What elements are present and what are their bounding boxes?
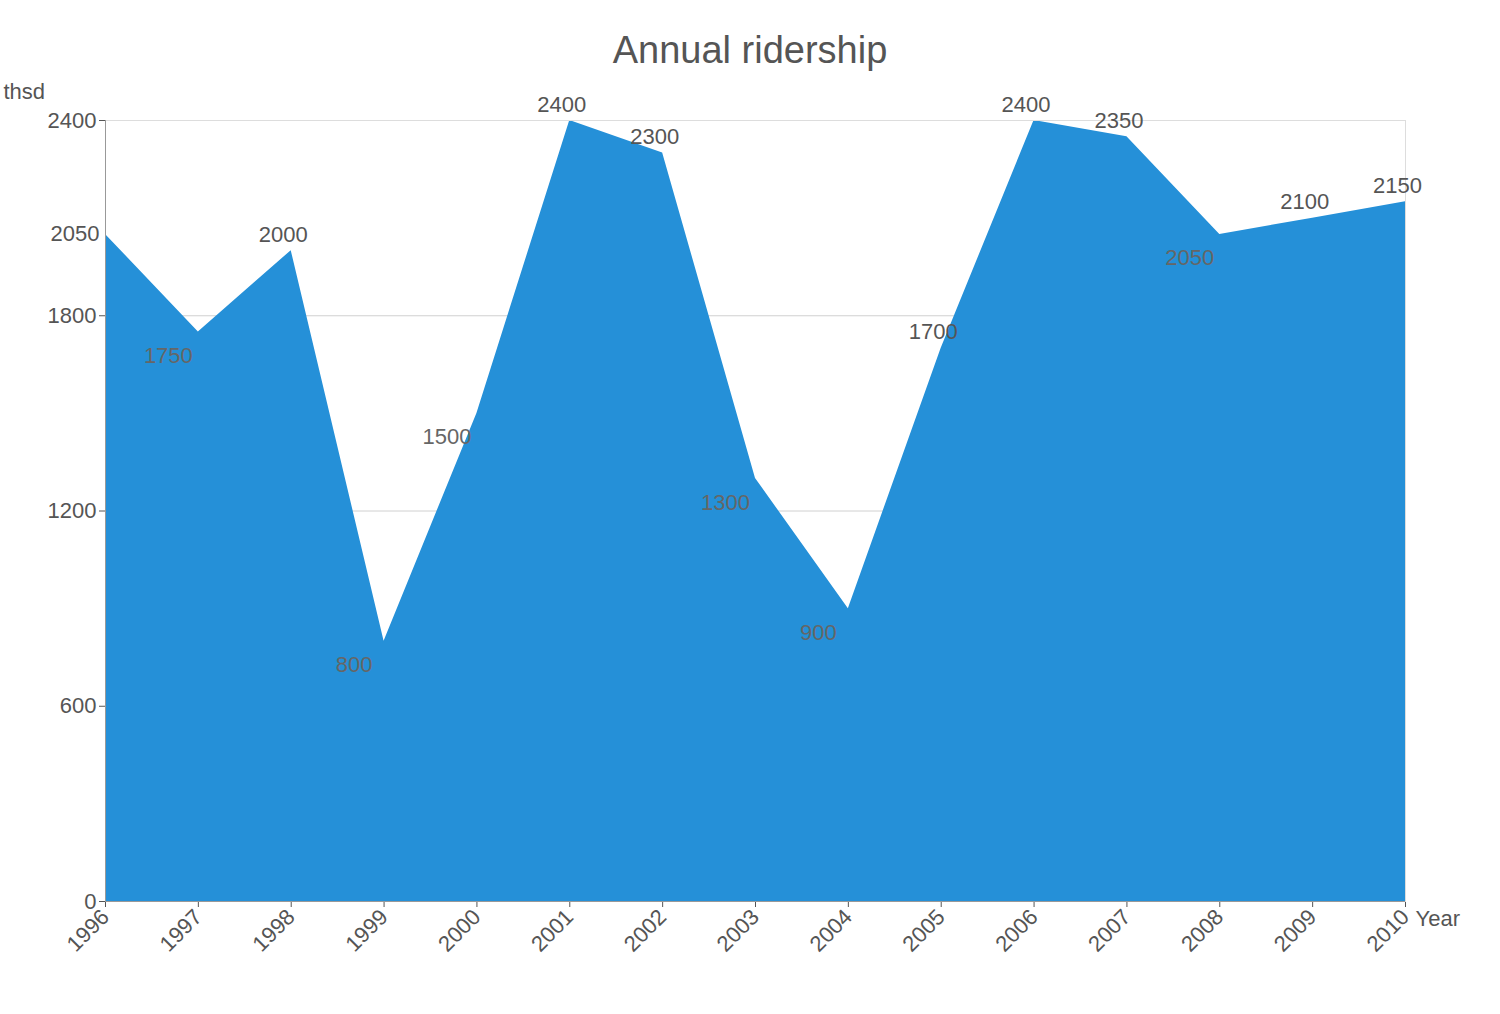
svg-text:2004: 2004 xyxy=(805,904,857,956)
svg-text:2002: 2002 xyxy=(619,904,671,956)
svg-text:2009: 2009 xyxy=(1269,904,1321,956)
svg-text:600: 600 xyxy=(60,693,97,718)
svg-text:2008: 2008 xyxy=(1176,904,1228,956)
svg-text:2350: 2350 xyxy=(1094,108,1143,133)
svg-text:2400: 2400 xyxy=(48,108,97,133)
svg-text:1997: 1997 xyxy=(155,904,207,956)
svg-text:2400: 2400 xyxy=(1002,92,1051,117)
svg-text:2150: 2150 xyxy=(1373,173,1422,198)
svg-text:900: 900 xyxy=(800,620,837,645)
svg-text:800: 800 xyxy=(336,652,373,677)
svg-text:2005: 2005 xyxy=(897,904,949,956)
svg-text:2100: 2100 xyxy=(1280,189,1329,214)
svg-text:2006: 2006 xyxy=(990,904,1042,956)
svg-text:2001: 2001 xyxy=(526,904,578,956)
svg-text:1998: 1998 xyxy=(247,904,299,956)
svg-text:2400: 2400 xyxy=(537,92,586,117)
svg-text:1750: 1750 xyxy=(144,343,193,368)
svg-text:2003: 2003 xyxy=(712,904,764,956)
svg-text:0: 0 xyxy=(84,888,97,914)
svg-text:2000: 2000 xyxy=(259,222,308,247)
svg-text:1700: 1700 xyxy=(909,319,958,344)
svg-text:1500: 1500 xyxy=(422,424,471,449)
svg-text:2000: 2000 xyxy=(433,904,485,956)
svg-text:1200: 1200 xyxy=(48,498,97,523)
svg-text:Year: Year xyxy=(1416,906,1460,931)
svg-text:2300: 2300 xyxy=(630,124,679,149)
svg-text:thsd: thsd xyxy=(4,80,46,104)
html-text:Annual ridership: Annual ridership xyxy=(612,29,888,71)
svg-text:1300: 1300 xyxy=(701,489,750,514)
svg-text:1996: 1996 xyxy=(62,904,114,956)
svg-text:2050: 2050 xyxy=(1165,245,1214,270)
svg-text:2007: 2007 xyxy=(1083,904,1135,956)
svg-text:2050: 2050 xyxy=(51,221,100,246)
svg-text:1999: 1999 xyxy=(340,904,392,956)
svg-text:2010: 2010 xyxy=(1362,904,1414,956)
svg-text:1800: 1800 xyxy=(48,303,97,328)
